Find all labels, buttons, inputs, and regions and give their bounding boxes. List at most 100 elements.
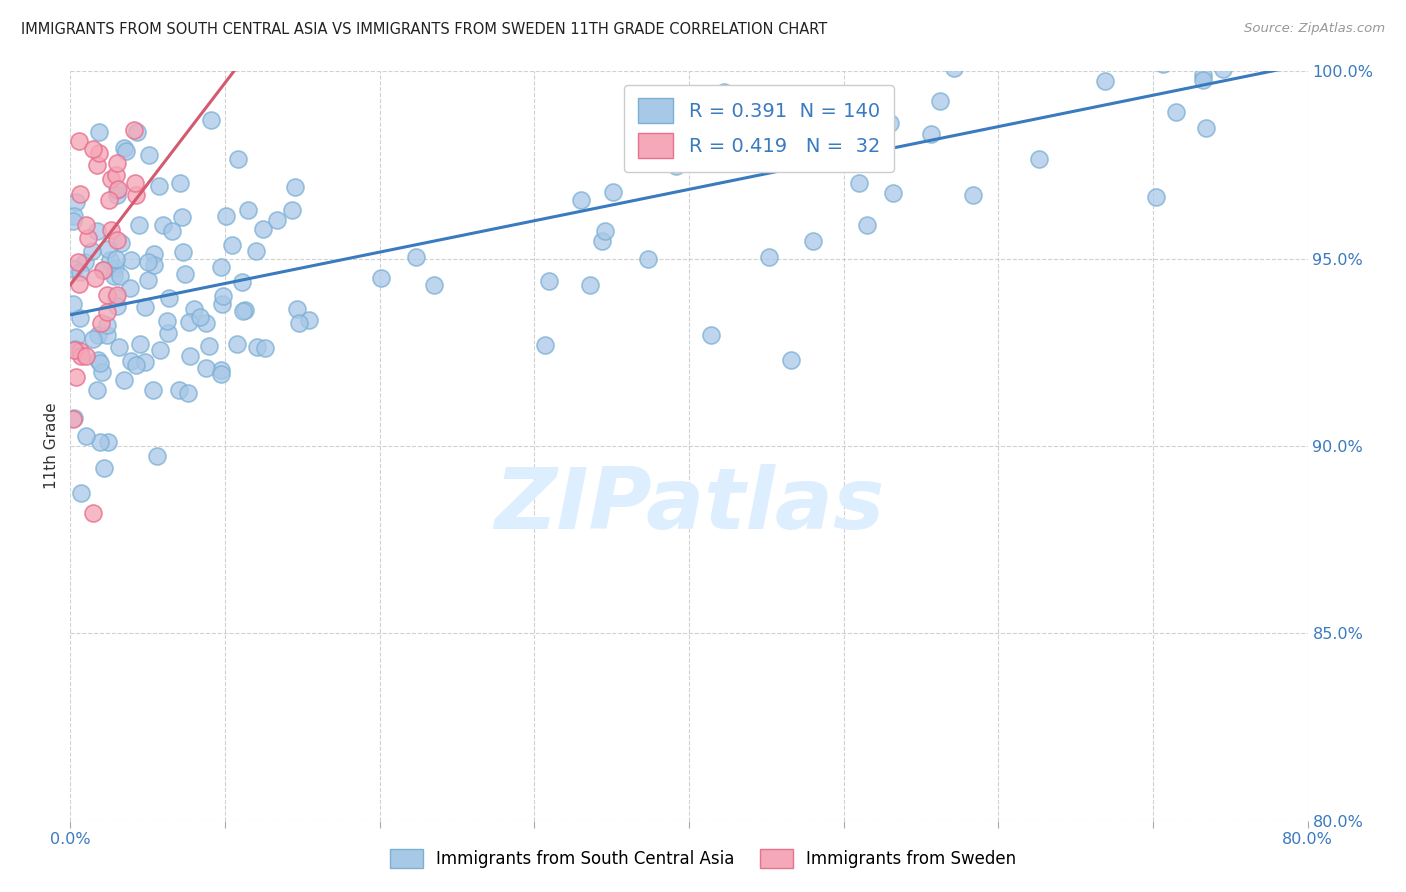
Point bbox=[86, 328, 108, 343]
Point bbox=[134, 355, 156, 369]
Point bbox=[105, 288, 128, 302]
Point bbox=[146, 449, 169, 463]
Point bbox=[236, 203, 259, 218]
Point bbox=[65, 329, 87, 343]
Point bbox=[105, 183, 128, 197]
Point bbox=[91, 365, 114, 379]
Point bbox=[868, 111, 890, 125]
Point bbox=[87, 353, 110, 368]
Point bbox=[105, 290, 128, 304]
Point bbox=[169, 384, 191, 398]
Point bbox=[534, 338, 557, 352]
Point bbox=[284, 180, 307, 194]
Point bbox=[142, 384, 165, 398]
Point bbox=[63, 343, 86, 358]
Point bbox=[172, 210, 194, 224]
Point bbox=[198, 339, 221, 353]
Point bbox=[124, 176, 146, 190]
Point bbox=[96, 305, 118, 319]
Point bbox=[143, 247, 166, 261]
Point bbox=[136, 254, 159, 268]
Point bbox=[120, 253, 142, 268]
Point bbox=[70, 486, 93, 500]
Point bbox=[209, 260, 232, 274]
Point bbox=[96, 327, 118, 342]
Point bbox=[188, 310, 211, 324]
Point bbox=[77, 230, 100, 244]
Point bbox=[112, 373, 135, 387]
Point bbox=[860, 112, 883, 126]
Point bbox=[221, 237, 243, 252]
Point bbox=[172, 244, 194, 259]
Point bbox=[62, 213, 84, 227]
Point bbox=[110, 268, 132, 283]
Point bbox=[93, 461, 115, 475]
Point bbox=[69, 310, 91, 325]
Point bbox=[103, 269, 125, 284]
Point bbox=[848, 176, 870, 190]
Point bbox=[65, 195, 87, 210]
Point bbox=[75, 218, 97, 232]
Point bbox=[233, 302, 256, 317]
Point bbox=[82, 507, 104, 521]
Point bbox=[1212, 62, 1234, 77]
Point bbox=[62, 411, 84, 425]
Point bbox=[215, 209, 238, 223]
Y-axis label: 11th Grade: 11th Grade bbox=[44, 402, 59, 490]
Point bbox=[920, 127, 942, 141]
Point bbox=[87, 125, 110, 139]
Point bbox=[173, 267, 195, 281]
Point bbox=[1094, 74, 1116, 88]
Point bbox=[1146, 190, 1168, 204]
Point bbox=[538, 274, 561, 288]
Point bbox=[148, 178, 170, 193]
Point bbox=[405, 250, 427, 264]
Point bbox=[1194, 120, 1216, 135]
Legend: R = 0.391  N = 140, R = 0.419   N =  32: R = 0.391 N = 140, R = 0.419 N = 32 bbox=[624, 85, 894, 172]
Point bbox=[211, 297, 233, 311]
Point bbox=[118, 280, 141, 294]
Point bbox=[65, 369, 87, 384]
Point bbox=[287, 316, 309, 330]
Point bbox=[591, 234, 613, 248]
Point bbox=[100, 172, 122, 186]
Point bbox=[149, 343, 172, 357]
Point bbox=[124, 188, 146, 202]
Point bbox=[129, 336, 152, 351]
Point bbox=[157, 292, 180, 306]
Point bbox=[69, 343, 91, 358]
Point bbox=[423, 277, 446, 292]
Point bbox=[63, 343, 86, 357]
Point bbox=[97, 242, 120, 256]
Point bbox=[882, 186, 904, 200]
Point bbox=[96, 287, 118, 301]
Point bbox=[665, 159, 688, 173]
Point bbox=[136, 272, 159, 286]
Point bbox=[62, 262, 84, 277]
Point bbox=[179, 315, 201, 329]
Point bbox=[943, 61, 966, 75]
Point bbox=[569, 193, 592, 207]
Point bbox=[134, 300, 156, 314]
Point bbox=[281, 202, 304, 217]
Point bbox=[169, 176, 191, 190]
Point bbox=[879, 116, 901, 130]
Point bbox=[104, 168, 127, 182]
Point bbox=[160, 224, 183, 238]
Point bbox=[122, 123, 145, 137]
Point bbox=[115, 144, 138, 158]
Point bbox=[86, 224, 108, 238]
Point bbox=[602, 185, 624, 199]
Point bbox=[97, 435, 120, 450]
Point bbox=[779, 352, 801, 367]
Point bbox=[105, 299, 128, 313]
Point bbox=[209, 363, 232, 377]
Point bbox=[98, 193, 120, 207]
Text: IMMIGRANTS FROM SOUTH CENTRAL ASIA VS IMMIGRANTS FROM SWEDEN 11TH GRADE CORRELAT: IMMIGRANTS FROM SOUTH CENTRAL ASIA VS IM… bbox=[21, 22, 827, 37]
Point bbox=[104, 261, 127, 276]
Point bbox=[120, 354, 142, 368]
Point bbox=[62, 209, 84, 223]
Point bbox=[112, 141, 135, 155]
Point bbox=[70, 349, 93, 363]
Point bbox=[69, 264, 91, 278]
